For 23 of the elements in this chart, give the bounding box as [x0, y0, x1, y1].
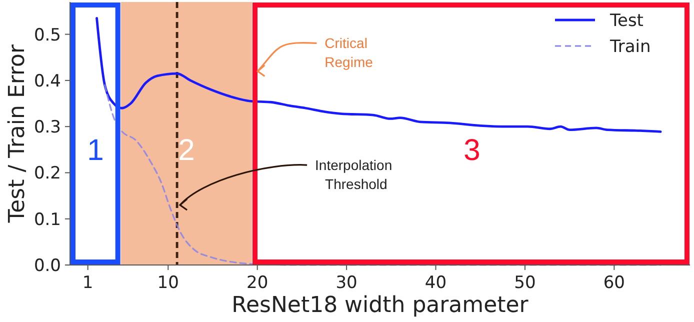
y-tick-label: 0.5: [34, 25, 61, 46]
y-axis-title: Test / Train Error: [5, 43, 30, 224]
line-series: [104, 84, 662, 266]
annotation: 1: [87, 134, 104, 167]
x-axis-title: ResNet18 width parameter: [232, 293, 530, 318]
y-tick-label: 0.2: [34, 164, 61, 184]
legend-label: Test: [609, 11, 644, 31]
x-tick-label: 20: [246, 273, 268, 293]
annotation: 3: [464, 134, 480, 167]
x-tick-label: 50: [514, 273, 536, 293]
x-tick-label: 10: [157, 273, 179, 293]
y-tick-label: 0.0: [34, 256, 61, 276]
legend-label: Train: [609, 37, 651, 57]
y-tick-label: 0.3: [34, 118, 61, 138]
x-tick-label: 40: [424, 273, 447, 293]
x-tick-label: 60: [603, 273, 625, 293]
y-tick-label: 0.1: [34, 210, 61, 230]
annotation: Critical Regime: [324, 35, 374, 70]
x-tick-label: 1: [82, 273, 94, 293]
x-tick-label: 30: [336, 273, 358, 293]
band-label: 2: [178, 134, 195, 167]
y-tick-label: 0.4: [34, 71, 61, 92]
annotation: Interpolation Threshold: [315, 157, 392, 192]
